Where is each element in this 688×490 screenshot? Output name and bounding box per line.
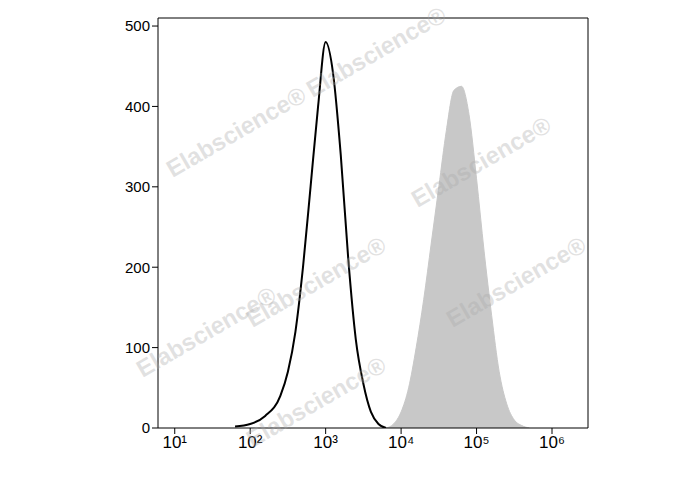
svg-text:10³: 10³	[313, 433, 338, 452]
svg-text:10⁵: 10⁵	[464, 433, 490, 452]
svg-text:10⁶: 10⁶	[539, 433, 565, 452]
svg-text:10⁴: 10⁴	[388, 433, 414, 452]
svg-text:0: 0	[142, 419, 150, 436]
svg-text:500: 500	[125, 17, 150, 34]
svg-text:400: 400	[125, 98, 150, 115]
svg-text:10²: 10²	[238, 433, 263, 452]
svg-text:200: 200	[125, 259, 150, 276]
svg-text:100: 100	[125, 339, 150, 356]
svg-text:300: 300	[125, 178, 150, 195]
svg-text:10¹: 10¹	[162, 433, 187, 452]
